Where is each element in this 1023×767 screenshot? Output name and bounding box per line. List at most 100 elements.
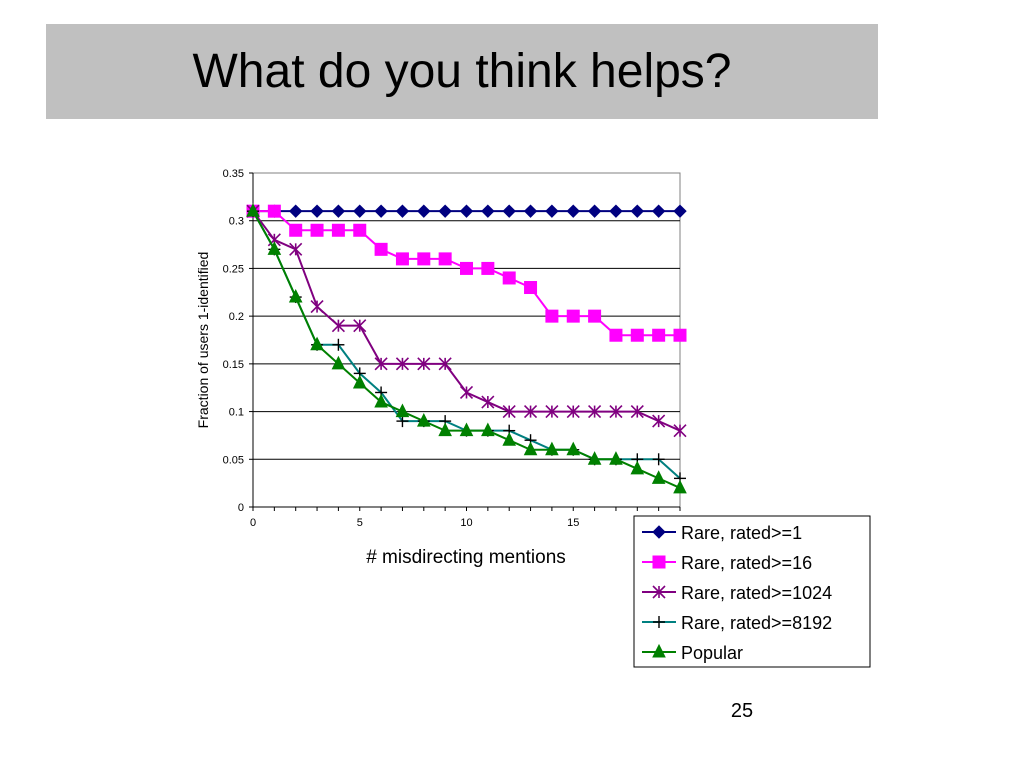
- data-point: [587, 204, 602, 218]
- legend-marker: [652, 555, 666, 569]
- data-point: [545, 309, 559, 323]
- data-point: [374, 242, 388, 256]
- data-point: [652, 453, 665, 466]
- data-point: [652, 414, 666, 428]
- data-point: [673, 479, 687, 494]
- data-point: [310, 204, 324, 218]
- legend-marker: [653, 616, 665, 628]
- data-point: [459, 385, 474, 400]
- data-point: [566, 309, 580, 323]
- legend-item: Rare, rated>=1024: [642, 583, 832, 603]
- data-point: [502, 204, 516, 218]
- data-point: [310, 336, 324, 351]
- data-point: [652, 328, 666, 342]
- series-2: [246, 204, 687, 342]
- data-point: [651, 204, 666, 218]
- y-tick-label: 0.25: [223, 263, 244, 275]
- data-point: [310, 300, 324, 314]
- data-point: [481, 422, 495, 437]
- data-point: [545, 441, 559, 456]
- x-tick-label: 10: [460, 517, 472, 529]
- series-5: [246, 203, 687, 494]
- data-point: [609, 328, 623, 342]
- data-point: [332, 338, 345, 351]
- x-tick-label: 0: [250, 517, 256, 529]
- data-point: [609, 204, 623, 218]
- data-point: [416, 412, 431, 427]
- data-point: [417, 252, 431, 266]
- data-point: [587, 451, 602, 465]
- data-point: [246, 203, 260, 217]
- data-point: [438, 357, 452, 371]
- legend-label: Rare, rated>=16: [681, 553, 812, 573]
- data-point: [374, 357, 388, 371]
- data-point: [630, 204, 645, 218]
- data-point: [651, 470, 666, 484]
- data-point: [374, 393, 388, 408]
- data-point: [353, 204, 367, 218]
- data-point: [353, 319, 367, 333]
- data-point: [438, 422, 452, 437]
- data-point: [481, 395, 495, 409]
- data-point: [288, 288, 303, 303]
- legend: Rare, rated>=1 Rare, rated>=16 Rare, rated…: [633, 515, 871, 668]
- data-point: [352, 374, 367, 389]
- data-point: [331, 319, 345, 333]
- data-point: [630, 405, 644, 419]
- data-point: [502, 432, 517, 446]
- data-point: [288, 204, 303, 218]
- legend-marker: [652, 525, 666, 539]
- data-point: [673, 424, 687, 438]
- legend-label: Rare, rated>=1024: [681, 583, 832, 603]
- legend-item: Rare, rated>=8192: [642, 613, 832, 633]
- y-tick-label: 0.15: [223, 359, 244, 371]
- data-point: [502, 271, 516, 285]
- data-point: [395, 357, 410, 371]
- legend-item: Rare, rated>=16: [642, 553, 812, 573]
- legend-label: Popular: [681, 643, 743, 663]
- data-point: [395, 204, 410, 218]
- data-point: [395, 252, 409, 266]
- data-point: [459, 422, 474, 437]
- data-point: [417, 357, 431, 371]
- data-point: [395, 403, 410, 418]
- data-point: [460, 261, 473, 275]
- data-point: [545, 204, 559, 218]
- data-point: [566, 405, 580, 419]
- y-axis-label: Fraction of users 1-identified: [195, 252, 211, 429]
- y-tick-label: 0.1: [229, 407, 244, 419]
- data-point: [481, 261, 495, 275]
- legend-marker: [652, 585, 666, 599]
- data-point: [417, 204, 431, 218]
- series-1: [246, 204, 687, 218]
- data-point: [588, 405, 602, 419]
- x-axis-label: # misdirecting mentions: [366, 547, 566, 568]
- data-point: [438, 204, 452, 218]
- plot-area: [252, 172, 681, 508]
- data-point: [630, 460, 645, 475]
- slide-title: What do you think helps?: [192, 45, 732, 98]
- data-point: [523, 204, 538, 218]
- y-tick-label: 0.2: [229, 311, 244, 323]
- legend-label: Rare, rated>=8192: [681, 613, 832, 633]
- data-point: [438, 252, 452, 266]
- data-point: [310, 223, 324, 237]
- data-point: [524, 281, 538, 295]
- data-point: [459, 204, 474, 218]
- data-point: [673, 204, 687, 218]
- data-point: [566, 441, 581, 456]
- y-tick-label: 0.3: [229, 216, 244, 228]
- data-point: [331, 223, 345, 237]
- data-point: [502, 405, 516, 419]
- data-point: [481, 204, 495, 218]
- page-number: 25: [730, 700, 754, 722]
- data-point: [673, 328, 687, 342]
- data-point: [331, 355, 346, 370]
- data-point: [353, 223, 367, 237]
- x-tick-label: 15: [567, 517, 579, 529]
- legend-item: Rare, rated>=1: [642, 523, 802, 543]
- data-point: [545, 405, 559, 419]
- legend-item: Popular: [642, 643, 743, 663]
- data-point: [289, 223, 303, 237]
- legend-marker: [652, 643, 666, 658]
